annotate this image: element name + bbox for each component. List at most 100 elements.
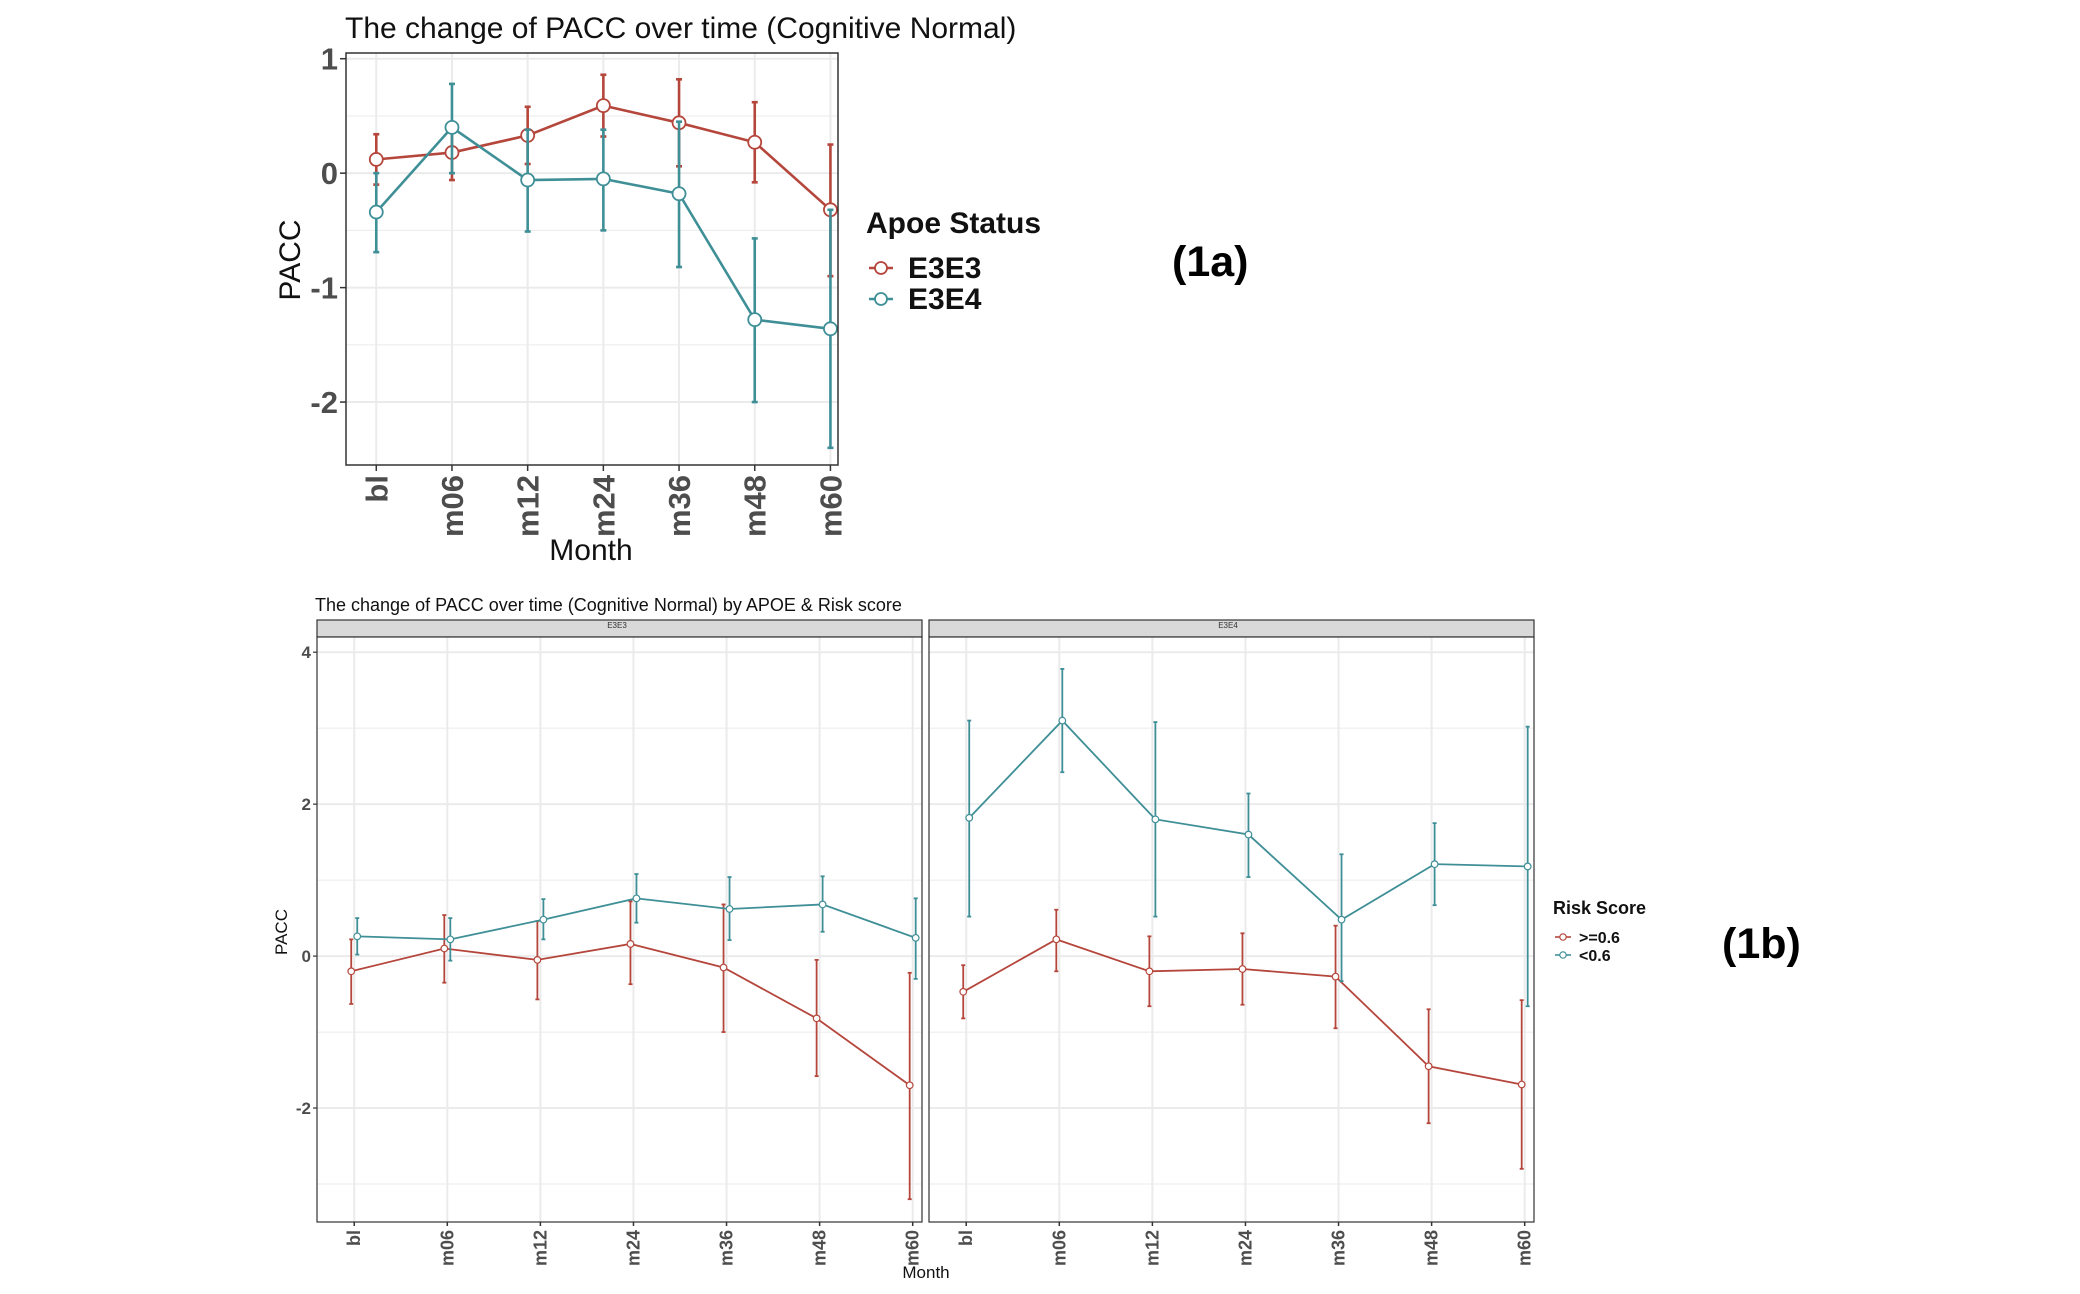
chart-1b-legend-label-low: <0.6 xyxy=(1579,948,1611,965)
chart-1a-point xyxy=(520,172,536,188)
facet-e3e3-point xyxy=(725,905,734,913)
chart-1b-legend-keys xyxy=(1555,933,1571,959)
chart-1a-point xyxy=(368,152,384,167)
chart-1a-x-tick-label: m24 xyxy=(586,474,621,537)
facet-e3e3-x-tick-label: m48 xyxy=(810,1230,830,1266)
facet-e3e4-series-06 xyxy=(959,908,1526,1170)
facet-e3e4-point xyxy=(1052,935,1061,944)
chart-1a-point xyxy=(747,134,763,150)
chart-1a-title: The change of PACC over time (Cognitive … xyxy=(345,12,1016,45)
facet-e3e3-series xyxy=(347,873,920,1201)
chart-1b-legend: Risk Score >=0.6 <0.6 xyxy=(1553,898,1646,965)
facet-e3e3-x-tick-label: m36 xyxy=(717,1230,737,1266)
chart-1a-y-tick-label: 1 xyxy=(321,42,338,77)
chart-1b-legend-title: Risk Score xyxy=(1553,898,1646,918)
facet-e3e3-series-06 xyxy=(353,873,920,980)
panel-label-1b: (1b) xyxy=(1722,920,1801,968)
facet-e3e4-point xyxy=(1424,1062,1433,1071)
facet-e3e4-x-tick-label: m48 xyxy=(1422,1230,1442,1266)
facet-e3e4-point xyxy=(959,987,968,996)
chart-1a-x-tick-label: m36 xyxy=(662,475,697,537)
chart-1a-legend-label-e3e3: E3E3 xyxy=(908,252,981,285)
panel-label-1a: (1a) xyxy=(1172,238,1248,286)
facet-e3e3-series-06 xyxy=(347,900,914,1201)
chart-1a-legend-title: Apoe Status xyxy=(866,207,1041,240)
facet-e3e4-x-tick-label: m24 xyxy=(1235,1230,1255,1266)
facet-e3e3-plot-border xyxy=(316,636,923,1223)
chart-1b-x-axis-label: Month xyxy=(902,1263,949,1282)
facet-e3e3-x-tick-label: bl xyxy=(344,1230,364,1246)
chart-1b-y-tick-label: 2 xyxy=(302,795,311,814)
chart-1a-legend-keys xyxy=(869,261,893,306)
facet-e3e3-point xyxy=(539,915,548,924)
facet-e3e3-point xyxy=(533,955,542,964)
facet-e3e4-series-06 xyxy=(965,668,1532,1008)
facet-e3e3-point xyxy=(719,963,728,972)
facet-e3e3-point xyxy=(812,1014,821,1023)
facet-e3e3-plot-background xyxy=(317,637,922,1222)
chart-1b-y-tick-label: -2 xyxy=(296,1099,311,1118)
chart-1b-legend-key-point xyxy=(1559,951,1567,959)
facet-e3e3-point xyxy=(440,944,449,953)
facet-e3e4-point xyxy=(1523,862,1532,871)
facet-e3e4-point xyxy=(1244,830,1253,839)
facet-e3e3-point xyxy=(632,894,641,903)
facet-e3e4-x-tick-label: bl xyxy=(956,1230,976,1246)
facet-e3e4-plot-background xyxy=(929,637,1534,1222)
chart-1a-point xyxy=(823,321,838,337)
facet-e3e4-point xyxy=(965,813,974,822)
facet-e3e4-series xyxy=(959,668,1532,1170)
chart-1a-y-tick-label: -2 xyxy=(310,385,338,420)
chart-1a-legend-key-point xyxy=(874,261,888,275)
chart-1b-y-tick-label: 4 xyxy=(302,643,312,662)
chart-1b-y-axis-label: PACC xyxy=(272,909,291,955)
facet-e3e3-gridlines xyxy=(317,637,922,1222)
chart-1a-legend: Apoe Status E3E3 E3E4 xyxy=(866,207,1041,316)
chart-1a-plot-background xyxy=(346,53,838,465)
chart-1b-legend-label-high: >=0.6 xyxy=(1579,930,1620,947)
chart-1a-point xyxy=(671,186,687,202)
chart-1a-legend-key-point xyxy=(874,292,888,306)
facet-e3e4-point xyxy=(1145,967,1154,976)
facet-e3e3-point xyxy=(446,935,455,944)
facet-e3e3-strip-label: E3E3 xyxy=(607,621,627,630)
facet-e3e4-plot-border xyxy=(928,636,1535,1223)
chart-1a-x-tick-label: m60 xyxy=(813,475,848,537)
facet-e3e3-point xyxy=(626,940,635,948)
chart-1a-x-tick-label: m48 xyxy=(738,475,773,537)
chart-1b-y-tick-label: 0 xyxy=(302,947,311,966)
chart-1a-point xyxy=(747,312,763,328)
chart-1a-series xyxy=(368,73,838,450)
facet-e3e4-point xyxy=(1151,815,1160,824)
facet-e3e4-point xyxy=(1058,716,1067,725)
chart-1a-x-tick-label: bl xyxy=(359,475,394,503)
facet-e3e4-point xyxy=(1337,915,1346,924)
chart-1a: The change of PACC over time (Cognitive … xyxy=(274,12,1248,567)
facet-e3e3-x-ticks: bl m06 m12 m24 m36 m48 m60 xyxy=(344,1222,923,1266)
chart-1a-point xyxy=(444,119,460,135)
facet-e3e4-point xyxy=(1238,965,1247,973)
facet-e3e3-point xyxy=(911,933,920,942)
facet-e3e3-point xyxy=(353,932,362,941)
facet-e3e3-x-tick-label: m24 xyxy=(623,1230,643,1266)
chart-1a-point xyxy=(595,98,611,114)
chart-1a-x-tick-label: m06 xyxy=(435,475,470,537)
chart-1a-x-axis-label: Month xyxy=(549,534,632,567)
chart-1a-x-tick-label: m12 xyxy=(511,475,546,537)
chart-1b-title: The change of PACC over time (Cognitive … xyxy=(315,595,902,615)
chart-1a-y-tick-label: -1 xyxy=(310,271,338,306)
chart-1a-point xyxy=(595,171,611,187)
chart-1a-y-tick-label: 0 xyxy=(321,156,338,191)
facet-e3e3: E3E3 bl m06 m12 m24 m36 m48 m60 xyxy=(316,619,923,1266)
facet-e3e4-x-tick-label: m36 xyxy=(1329,1230,1349,1266)
facet-e3e4-x-tick-label: m60 xyxy=(1515,1230,1535,1266)
chart-1a-x-ticks: bl m06 m12 m24 m36 m48 m60 xyxy=(359,465,848,537)
facet-e3e4-x-ticks: bl m06 m12 m24 m36 m48 m60 xyxy=(956,1222,1535,1266)
chart-1a-point xyxy=(368,204,384,220)
chart-1b-y-ticks: 4 2 0 -2 xyxy=(296,643,317,1118)
facet-e3e4: E3E4 bl m06 m12 m24 m36 m48 m60 xyxy=(928,619,1535,1266)
facet-e3e4-point xyxy=(1517,1080,1526,1089)
facet-e3e4-x-tick-label: m12 xyxy=(1142,1230,1162,1266)
facet-e3e3-x-tick-label: m12 xyxy=(530,1230,550,1266)
